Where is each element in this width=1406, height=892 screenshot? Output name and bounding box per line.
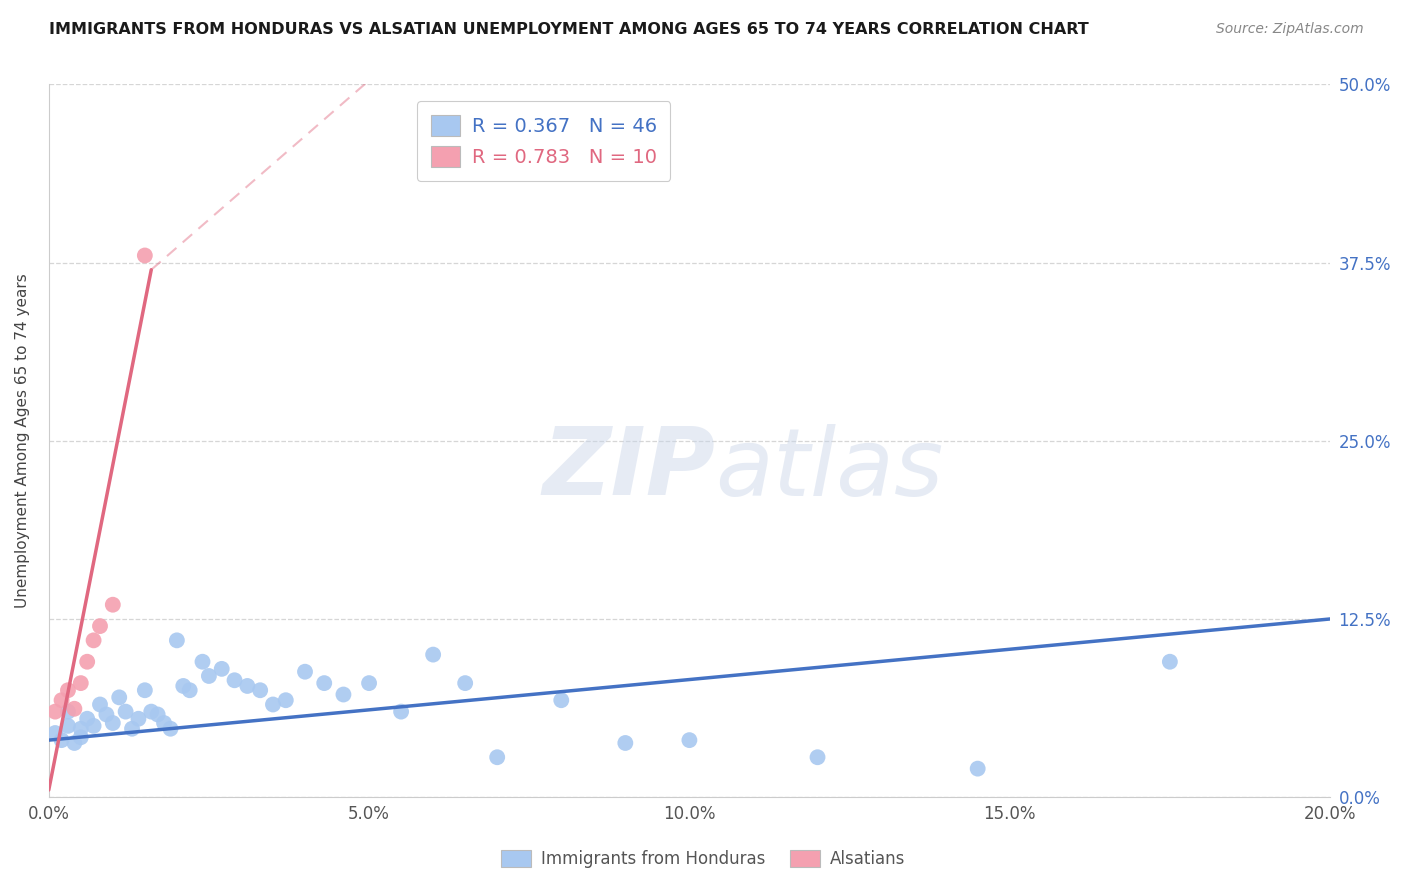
Y-axis label: Unemployment Among Ages 65 to 74 years: Unemployment Among Ages 65 to 74 years <box>15 274 30 608</box>
Point <box>127 712 149 726</box>
Point <box>159 722 181 736</box>
Point <box>76 712 98 726</box>
Point <box>56 705 79 719</box>
Text: Source: ZipAtlas.com: Source: ZipAtlas.com <box>1216 22 1364 37</box>
Point <box>274 693 297 707</box>
Point <box>211 662 233 676</box>
Text: ZIP: ZIP <box>543 424 716 516</box>
Point <box>614 736 637 750</box>
Point <box>332 688 354 702</box>
Point <box>63 702 86 716</box>
Point <box>44 726 66 740</box>
Point <box>76 655 98 669</box>
Point <box>172 679 194 693</box>
Point <box>454 676 477 690</box>
Point <box>69 731 91 745</box>
Point <box>249 683 271 698</box>
Text: atlas: atlas <box>716 424 943 515</box>
Point <box>69 722 91 736</box>
Point <box>89 619 111 633</box>
Point <box>83 719 105 733</box>
Point <box>134 683 156 698</box>
Text: IMMIGRANTS FROM HONDURAS VS ALSATIAN UNEMPLOYMENT AMONG AGES 65 TO 74 YEARS CORR: IMMIGRANTS FROM HONDURAS VS ALSATIAN UNE… <box>49 22 1090 37</box>
Point <box>101 598 124 612</box>
Point <box>198 669 221 683</box>
Point <box>262 698 284 712</box>
Point <box>56 719 79 733</box>
Point <box>179 683 201 698</box>
Point <box>191 655 214 669</box>
Point <box>134 248 156 262</box>
Point <box>101 716 124 731</box>
Point <box>806 750 828 764</box>
Point <box>314 676 336 690</box>
Point <box>236 679 259 693</box>
Point <box>51 693 73 707</box>
Point <box>114 705 136 719</box>
Point <box>63 736 86 750</box>
Point <box>966 762 988 776</box>
Point <box>678 733 700 747</box>
Point <box>422 648 444 662</box>
Point <box>550 693 572 707</box>
Point <box>146 707 169 722</box>
Point <box>96 707 118 722</box>
Point <box>141 705 163 719</box>
Point <box>166 633 188 648</box>
Point <box>89 698 111 712</box>
Point <box>69 676 91 690</box>
Point <box>56 683 79 698</box>
Legend: R = 0.367   N = 46, R = 0.783   N = 10: R = 0.367 N = 46, R = 0.783 N = 10 <box>418 102 671 180</box>
Point <box>357 676 380 690</box>
Legend: Immigrants from Honduras, Alsatians: Immigrants from Honduras, Alsatians <box>494 843 912 875</box>
Point <box>153 716 176 731</box>
Point <box>83 633 105 648</box>
Point <box>486 750 509 764</box>
Point <box>224 673 246 688</box>
Point <box>121 722 143 736</box>
Point <box>294 665 316 679</box>
Point <box>108 690 131 705</box>
Point <box>51 733 73 747</box>
Point <box>1159 655 1181 669</box>
Point <box>44 705 66 719</box>
Point <box>389 705 412 719</box>
